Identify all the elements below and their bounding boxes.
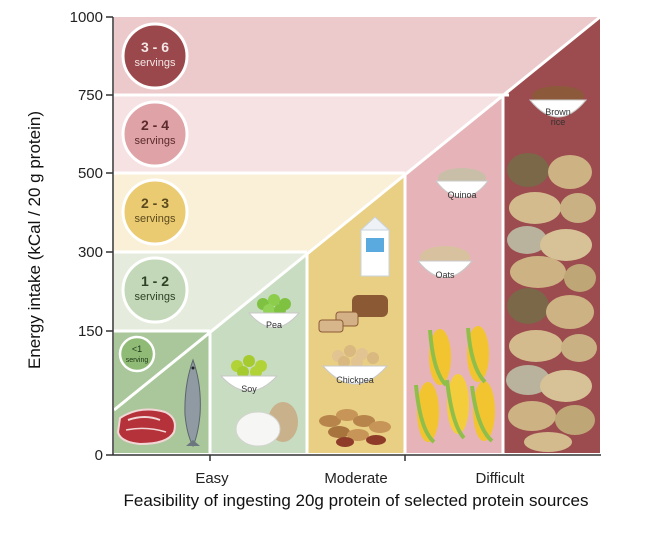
corn-icon xyxy=(414,326,495,444)
oats-label: Oats xyxy=(435,270,455,280)
pea-label: Pea xyxy=(266,320,282,330)
y-tick-150: 150 xyxy=(78,323,103,340)
svg-text:serving: serving xyxy=(126,357,149,364)
soy-bowl-icon: Soy xyxy=(219,355,279,394)
potatoes-icon xyxy=(506,153,597,452)
chickpea-label: Chickpea xyxy=(336,375,374,385)
y-tick-500: 500 xyxy=(78,165,103,182)
svg-text:2 - 4: 2 - 4 xyxy=(141,117,169,133)
y-tick-300: 300 xyxy=(78,244,103,261)
svg-text:servings: servings xyxy=(135,135,176,147)
milk-carton-icon xyxy=(359,216,391,277)
svg-text:servings: servings xyxy=(135,57,176,69)
egg-icon xyxy=(235,402,298,447)
separators xyxy=(113,15,601,453)
x-category-moderate: Moderate xyxy=(324,470,387,487)
chickpea-bowl-icon: Chickpea xyxy=(321,345,389,385)
y-tick-750: 750 xyxy=(78,87,103,104)
peanuts-icon xyxy=(319,409,391,447)
svg-text:1 - 2: 1 - 2 xyxy=(141,273,169,289)
band-750 xyxy=(114,95,509,173)
quinoa-label: Quinoa xyxy=(447,190,476,200)
serving-circle-1-2: 1 - 2 servings xyxy=(121,256,189,324)
svg-text:2 - 3: 2 - 3 xyxy=(141,195,169,211)
quinoa-bowl-icon: Quinoa xyxy=(434,168,490,200)
svg-text:servings: servings xyxy=(135,213,176,225)
brown-rice-bowl-icon: Brown rice xyxy=(528,86,588,127)
x-axis-title: Feasibility of ingesting 20g protein of … xyxy=(124,491,589,510)
soy-label: Soy xyxy=(241,384,257,394)
x-ticks xyxy=(209,455,406,461)
serving-circle-3-6: 3 - 6 servings xyxy=(121,22,189,90)
serving-circle-2-4: 2 - 4 servings xyxy=(121,100,189,168)
y-tick-0: 0 xyxy=(95,447,103,464)
pea-bowl-icon: Pea xyxy=(247,294,301,330)
steak-icon xyxy=(116,408,176,446)
x-category-difficult: Difficult xyxy=(476,470,526,487)
band-1000 xyxy=(114,17,600,95)
fish-icon xyxy=(184,358,201,448)
serving-circle-2-3: 2 - 3 servings xyxy=(121,178,189,246)
y-ticks xyxy=(106,16,113,456)
y-tick-1000: 1000 xyxy=(70,9,103,26)
oats-bowl-icon: Oats xyxy=(416,246,474,280)
svg-text:<1: <1 xyxy=(132,344,142,354)
bread-icon xyxy=(318,295,388,333)
brown-rice-label-1: Brown xyxy=(545,107,571,117)
y-axis-title: Energy intake (kCal / 20 g protein) xyxy=(25,111,44,369)
x-category-easy: Easy xyxy=(195,470,229,487)
brown-rice-label-2: rice xyxy=(551,117,566,127)
svg-text:servings: servings xyxy=(135,291,176,303)
svg-text:3 - 6: 3 - 6 xyxy=(141,39,169,55)
band-500 xyxy=(114,173,405,252)
serving-circle-less-1: <1 serving xyxy=(118,335,156,373)
